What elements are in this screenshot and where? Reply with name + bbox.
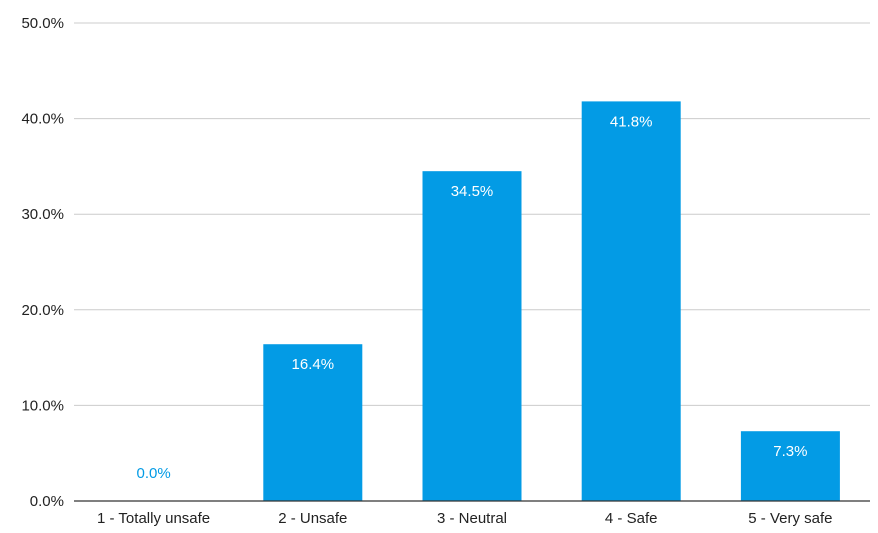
data-label: 16.4%	[292, 356, 335, 373]
bar	[740, 431, 840, 501]
y-tick-label: 20.0%	[21, 302, 64, 319]
x-tick-label: 4 - Safe	[605, 510, 658, 527]
y-tick-label: 0.0%	[30, 493, 64, 510]
y-tick-label: 40.0%	[21, 111, 64, 128]
bar	[263, 344, 363, 501]
bars	[263, 101, 840, 501]
y-tick-label: 50.0%	[21, 15, 64, 32]
x-tick-label: 3 - Neutral	[437, 510, 507, 527]
x-tick-label: 5 - Very safe	[748, 510, 832, 527]
y-axis-tick-labels: 0.0% 10.0% 20.0% 30.0% 40.0% 50.0%	[21, 15, 64, 510]
x-tick-label: 1 - Totally unsafe	[97, 510, 210, 527]
x-tick-label: 2 - Unsafe	[278, 510, 347, 527]
y-tick-label: 10.0%	[21, 397, 64, 414]
data-label: 0.0%	[136, 465, 170, 482]
data-labels: 0.0% 16.4% 34.5% 41.8% 7.3%	[136, 113, 807, 482]
y-tick-label: 30.0%	[21, 206, 64, 223]
x-axis-category-labels: 1 - Totally unsafe 2 - Unsafe 3 - Neutral 4…	[97, 510, 832, 527]
data-label: 41.8%	[610, 113, 653, 130]
data-label: 34.5%	[451, 183, 494, 200]
bar	[581, 101, 681, 501]
bar	[422, 171, 522, 501]
data-label: 7.3%	[773, 443, 807, 460]
